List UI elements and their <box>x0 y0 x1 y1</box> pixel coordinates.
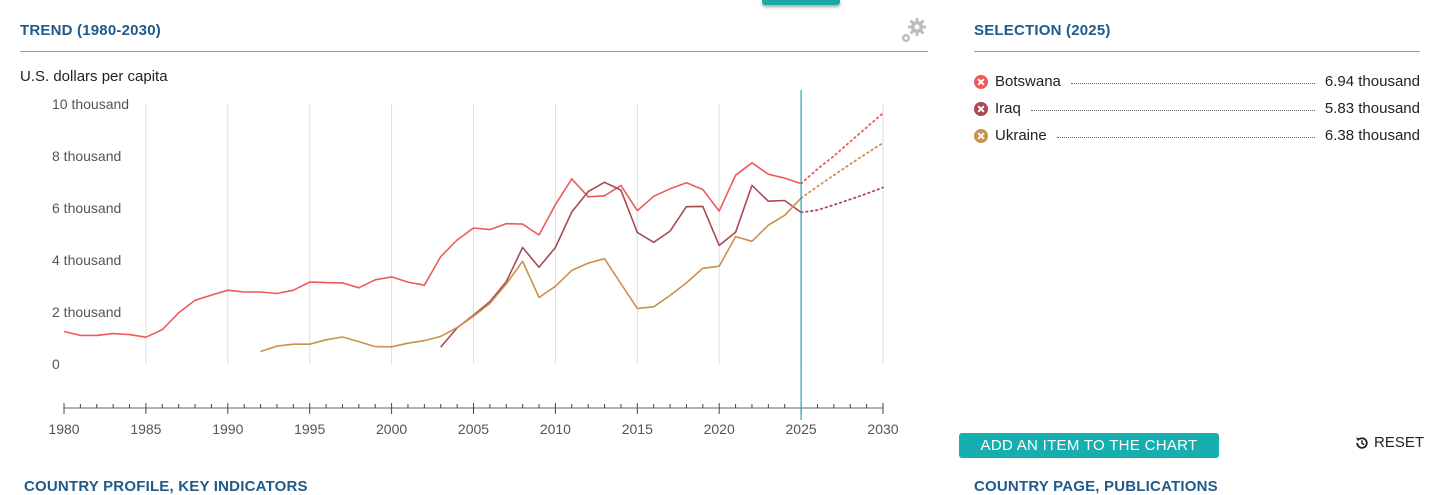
y-tick-label: 10 thousand <box>52 96 129 112</box>
selection-title-divider <box>974 51 1420 52</box>
reset-button[interactable]: RESET <box>1354 434 1424 451</box>
x-tick-label: 2005 <box>458 421 489 437</box>
y-tick-label: 4 thousand <box>52 252 121 268</box>
selection-panel-title: SELECTION (2025) <box>974 22 1111 39</box>
legend-value: 5.83 thousand <box>1324 100 1420 117</box>
y-tick-label: 8 thousand <box>52 148 121 164</box>
remove-iraq-icon[interactable] <box>974 101 988 116</box>
gear-icon[interactable] <box>898 16 928 46</box>
country-page-heading: COUNTRY PAGE, PUBLICATIONS <box>974 478 1218 495</box>
legend-item-iraq[interactable]: Iraq 5.83 thousand <box>974 95 1420 122</box>
reset-icon <box>1356 436 1368 449</box>
reset-label: RESET <box>1374 434 1425 451</box>
x-tick-label: 1985 <box>130 421 161 437</box>
series-line-iraq <box>440 181 802 348</box>
x-tick-label: 2020 <box>704 421 735 437</box>
x-tick-label: 1980 <box>48 421 79 437</box>
remove-ukraine-icon[interactable] <box>974 128 988 143</box>
y-tick-label: 2 thousand <box>52 304 121 320</box>
y-axis-labels: 0 2 thousand 4 thousand 6 thousand 8 thousan… <box>52 96 129 372</box>
y-tick-label: 0 <box>52 356 60 372</box>
legend-item-botswana[interactable]: Botswana 6.94 thousand <box>974 68 1420 95</box>
series-line-ukraine <box>260 197 802 353</box>
legend-leader <box>1030 110 1315 111</box>
trend-panel-title: TREND (1980-2030) <box>20 22 161 39</box>
remove-botswana-icon[interactable] <box>974 74 988 89</box>
y-axis-unit-label: U.S. dollars per capita <box>20 68 168 85</box>
selection-legend: Botswana 6.94 thousand Iraq 5.83 thousan… <box>974 68 1420 149</box>
series-line-botswana <box>63 162 802 338</box>
x-tick-label: 2010 <box>540 421 571 437</box>
legend-name: Ukraine <box>995 127 1047 144</box>
y-tick-label: 6 thousand <box>52 200 121 216</box>
series-lines <box>63 112 884 353</box>
active-year-handle[interactable] <box>762 0 840 5</box>
legend-value: 6.94 thousand <box>1324 73 1420 90</box>
x-tick-label: 1990 <box>212 421 243 437</box>
x-tick-label: 2030 <box>867 421 898 437</box>
legend-item-ukraine[interactable]: Ukraine 6.38 thousand <box>974 122 1420 149</box>
x-tick-label: 1995 <box>294 421 325 437</box>
trend-line-chart: 0 2 thousand 4 thousand 6 thousand 8 thousan… <box>48 90 899 437</box>
legend-leader <box>1056 137 1315 138</box>
legend-name: Botswana <box>995 73 1061 90</box>
legend-leader <box>1070 83 1315 84</box>
forecast-line-botswana <box>800 112 884 185</box>
forecast-line-iraq <box>800 186 884 214</box>
forecast-line-ukraine <box>800 142 884 199</box>
x-tick-label: 2015 <box>622 421 653 437</box>
trend-title-divider <box>20 51 928 52</box>
country-profile-heading: COUNTRY PROFILE, KEY INDICATORS <box>24 478 308 495</box>
add-item-button[interactable]: ADD AN ITEM TO THE CHART <box>959 433 1219 458</box>
x-axis: 1980 1985 1990 1995 2000 2005 2010 2015 2020 2025… <box>48 403 899 437</box>
legend-name: Iraq <box>995 100 1021 117</box>
grid-lines <box>145 104 884 364</box>
x-tick-label: 2025 <box>786 421 817 437</box>
x-tick-label: 2000 <box>376 421 407 437</box>
legend-value: 6.38 thousand <box>1324 127 1420 144</box>
